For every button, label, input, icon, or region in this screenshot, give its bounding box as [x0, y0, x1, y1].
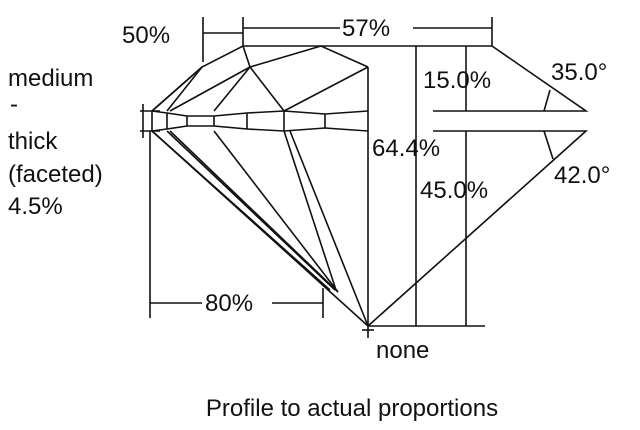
facet-diagram — [151, 45, 369, 327]
crown-facet-edge — [151, 66, 203, 112]
pavilion-profile — [367, 130, 589, 327]
crown-facet-edge — [283, 66, 369, 112]
girdle-label-5: 4.5% — [8, 193, 63, 220]
pavilion-edge — [169, 130, 339, 293]
crown-height-label: 15.0% — [423, 67, 491, 94]
table-label: 57% — [342, 15, 390, 42]
crown-facet-edge — [166, 66, 203, 112]
pavilion-angle-label: 42.0° — [554, 162, 610, 189]
lower-half-label: 80% — [205, 290, 253, 317]
girdle-label-3: thick — [8, 128, 58, 155]
caption: Profile to actual proportions — [206, 395, 498, 422]
pavilion-edge — [283, 130, 337, 291]
crown-angle-label: 35.0° — [551, 59, 607, 86]
crown-angle-arc — [543, 89, 551, 112]
girdle-label-2: - — [10, 91, 18, 118]
dimension-lines — [140, 17, 493, 318]
star-facet-edge — [249, 45, 322, 68]
pavilion-depth-label: 45.0% — [420, 177, 488, 204]
girdle-bottom — [151, 125, 369, 132]
star-length-label: 50% — [122, 22, 170, 49]
crown-profile — [321, 45, 589, 112]
total-depth-label: 64.4% — [372, 135, 440, 162]
crown-outline — [151, 45, 369, 112]
girdle-label-4: (faceted) — [8, 161, 103, 188]
star-facet-edge — [242, 45, 251, 68]
crown-facet-edge — [169, 66, 251, 112]
pavilion-edge — [289, 130, 369, 327]
pavilion-angle-arc — [543, 130, 554, 160]
pavilion-edge — [166, 130, 336, 291]
crown-facet-edge — [249, 66, 285, 112]
pavilion-edge — [151, 130, 331, 291]
girdle-label-1: medium — [8, 65, 93, 92]
profile-outline — [321, 45, 589, 338]
culet-label: none — [376, 337, 429, 364]
girdle-top — [151, 110, 369, 117]
pavilion-edge — [213, 130, 339, 293]
crown-facet-edge — [213, 66, 251, 112]
